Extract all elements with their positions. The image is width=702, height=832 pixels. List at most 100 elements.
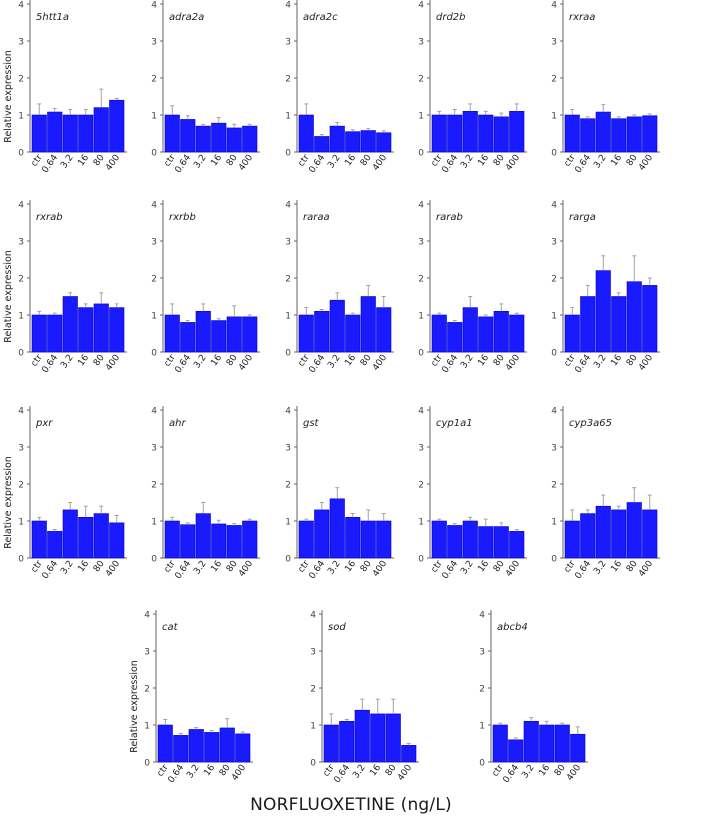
y-tick-label: 2 — [310, 685, 316, 695]
x-tick-label: 400 — [230, 763, 248, 783]
y-tick-label: 4 — [418, 201, 424, 211]
y-tick-label: 2 — [551, 75, 557, 85]
y-tick-label: 2 — [151, 75, 157, 85]
y-tick-label: 0 — [18, 349, 24, 359]
y-tick-label: 3 — [151, 444, 157, 454]
y-tick-label: 0 — [551, 149, 557, 159]
bar-3.2 — [595, 111, 611, 153]
y-tick-label: 4 — [285, 407, 291, 417]
x-tick-label: 3.2 — [326, 559, 342, 576]
y-tick-label: 2 — [18, 275, 24, 285]
x-tick-label: 16 — [343, 353, 358, 368]
bar-0.64 — [47, 531, 63, 559]
bar-ctr — [492, 724, 508, 763]
bar-3.2 — [329, 299, 345, 353]
bar-3.2 — [354, 709, 370, 763]
bar-80 — [626, 116, 642, 153]
bar-3.2 — [62, 296, 78, 353]
bar-ctr — [298, 520, 314, 559]
chart-title: pxr — [35, 418, 53, 429]
bar-ctr — [431, 114, 447, 153]
bar-ctr — [31, 520, 47, 559]
x-tick-label: 16 — [537, 763, 552, 778]
bar-0.64 — [447, 114, 463, 153]
x-tick-label: 16 — [202, 763, 217, 778]
bar-400 — [109, 522, 125, 559]
y-tick-label: 4 — [418, 407, 424, 417]
y-axis-label: Relative expression — [3, 456, 14, 549]
y-tick-label: 4 — [551, 201, 557, 211]
y-tick-label: 0 — [18, 149, 24, 159]
y-tick-label: 2 — [18, 481, 24, 491]
y-tick-label: 0 — [418, 349, 424, 359]
x-tick-label: 0.64 — [502, 763, 522, 785]
bar-16 — [539, 724, 555, 763]
x-tick-label: 0.64 — [308, 353, 328, 375]
y-tick-label: 2 — [285, 481, 291, 491]
y-tick-label: 1 — [151, 518, 157, 528]
y-tick-label: 3 — [285, 38, 291, 48]
bar-400 — [109, 307, 125, 353]
bar-80 — [93, 513, 109, 559]
bar-0.64 — [47, 111, 63, 153]
y-tick-label: 4 — [144, 611, 150, 621]
y-tick-label: 2 — [285, 275, 291, 285]
y-tick-label: 0 — [144, 759, 150, 769]
y-tick-label: 1 — [418, 518, 424, 528]
x-tick-label: 3.2 — [520, 763, 536, 780]
x-tick-label: 400 — [371, 559, 389, 579]
x-tick-label: 400 — [104, 353, 122, 373]
x-tick-label: 3.2 — [592, 559, 608, 576]
chart-title: raraa — [303, 212, 330, 223]
bar-3.2 — [523, 720, 539, 763]
bar-3.2 — [195, 125, 211, 153]
y-tick-label: 0 — [310, 759, 316, 769]
bar-3.2 — [595, 505, 611, 559]
y-tick-label: 1 — [151, 312, 157, 322]
x-tick-label: 16 — [368, 763, 383, 778]
bar-0.64 — [447, 322, 463, 353]
y-tick-label: 4 — [18, 407, 24, 417]
x-tick-label: 400 — [637, 153, 655, 173]
y-tick-label: 1 — [551, 518, 557, 528]
x-tick-label: 400 — [504, 559, 522, 579]
x-tick-label: 0.64 — [308, 559, 328, 581]
y-tick-label: 3 — [151, 238, 157, 248]
bar-ctr — [323, 724, 339, 763]
y-tick-label: 1 — [18, 518, 24, 528]
bar-80 — [385, 713, 401, 763]
x-tick-label: 3.2 — [326, 153, 342, 170]
y-axis-label: Relative expression — [3, 250, 14, 343]
bar-3.2 — [195, 513, 211, 559]
y-tick-label: 4 — [285, 1, 291, 11]
bar-400 — [642, 285, 658, 353]
bar-400 — [570, 733, 586, 763]
x-tick-label: 3.2 — [459, 353, 475, 370]
x-tick-label: 400 — [504, 353, 522, 373]
bar-ctr — [431, 314, 447, 353]
bar-3.2 — [462, 307, 478, 353]
y-tick-label: 3 — [18, 38, 24, 48]
bar-400 — [509, 531, 525, 559]
bar-3.2 — [62, 114, 78, 153]
bar-400 — [242, 125, 258, 153]
x-tick-label: 0.64 — [167, 763, 187, 785]
bar-16 — [78, 114, 94, 153]
x-tick-label: 0.64 — [441, 559, 461, 581]
bar-16 — [211, 122, 227, 153]
y-tick-label: 4 — [151, 201, 157, 211]
bar-ctr — [164, 520, 180, 559]
x-tick-label: 16 — [609, 353, 624, 368]
y-tick-label: 3 — [418, 444, 424, 454]
x-tick-label: 16 — [476, 153, 491, 168]
bar-3.2 — [329, 498, 345, 559]
y-tick-label: 4 — [151, 407, 157, 417]
bar-16 — [478, 114, 494, 153]
bar-3.2 — [462, 520, 478, 559]
y-tick-label: 3 — [479, 648, 485, 658]
y-tick-label: 2 — [551, 275, 557, 285]
